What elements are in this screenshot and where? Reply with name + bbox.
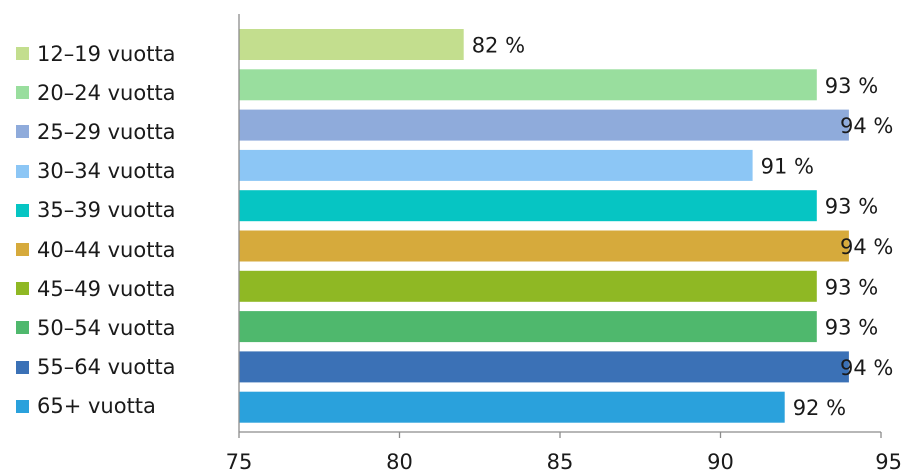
data-label-3: 94 % [840, 114, 893, 138]
bar-3 [239, 109, 849, 141]
bar-6 [239, 230, 849, 262]
bar-5 [239, 190, 817, 222]
legend-item: 40–44 vuotta [16, 230, 176, 269]
bar-7 [239, 270, 817, 302]
data-labels-group: 82 % 93 % 94 % 91 % 93 % 94 % 93 % 93 % 94 % 92 % [472, 34, 894, 421]
bar-2 [239, 69, 817, 101]
x-tick-label-90: 90 [707, 450, 734, 474]
legend-item: 25–29 vuotta [16, 112, 176, 151]
legend-swatch-1 [16, 47, 29, 61]
data-label-10: 92 % [793, 396, 846, 420]
legend-label: 30–34 vuotta [37, 159, 176, 184]
data-label-1: 82 % [472, 34, 525, 58]
legend-label: 12–19 vuotta [37, 41, 176, 66]
legend-item: 45–49 vuotta [16, 269, 176, 308]
legend-item: 65+ vuotta [16, 387, 176, 426]
data-label-7: 93 % [825, 275, 878, 299]
data-label-5: 93 % [825, 195, 878, 219]
data-label-9: 94 % [840, 356, 893, 380]
bar-4 [239, 149, 753, 181]
legend-item: 55–64 vuotta [16, 348, 176, 387]
axes-group: 75 80 85 90 95 [226, 14, 902, 474]
data-label-2: 93 % [825, 74, 878, 98]
legend-item: 20–24 vuotta [16, 73, 176, 112]
legend-item: 12–19 vuotta [16, 34, 176, 73]
legend-item: 30–34 vuotta [16, 152, 176, 191]
bar-1 [239, 29, 464, 60]
bar-8 [239, 311, 817, 343]
legend-swatch-6 [16, 243, 29, 257]
legend-label: 55–64 vuotta [37, 355, 176, 380]
legend-label: 40–44 vuotta [37, 237, 176, 262]
x-tick-label-95: 95 [875, 450, 902, 474]
legend-label: 20–24 vuotta [37, 80, 176, 105]
legend-label: 45–49 vuotta [37, 276, 176, 301]
x-tick-label-75: 75 [226, 450, 253, 474]
legend-label: 65+ vuotta [37, 394, 156, 419]
data-label-6: 94 % [840, 235, 893, 259]
legend-swatch-4 [16, 164, 29, 178]
legend: 12–19 vuotta 20–24 vuotta 25–29 vuotta 3… [16, 34, 176, 426]
bars-group [239, 29, 849, 423]
data-label-8: 93 % [825, 316, 878, 340]
legend-swatch-2 [16, 86, 29, 100]
data-label-4: 91 % [761, 154, 814, 178]
legend-swatch-8 [16, 321, 29, 335]
legend-swatch-9 [16, 360, 29, 374]
legend-label: 50–54 vuotta [37, 315, 176, 340]
legend-swatch-3 [16, 125, 29, 139]
legend-swatch-7 [16, 282, 29, 296]
bar-10 [239, 391, 785, 423]
legend-swatch-5 [16, 203, 29, 217]
legend-item: 50–54 vuotta [16, 308, 176, 347]
legend-swatch-10 [16, 399, 29, 413]
legend-label: 35–39 vuotta [37, 198, 176, 223]
x-tick-label-85: 85 [547, 450, 574, 474]
bar-9 [239, 351, 849, 383]
x-tick-label-80: 80 [386, 450, 413, 474]
legend-item: 35–39 vuotta [16, 191, 176, 230]
legend-label: 25–29 vuotta [37, 119, 176, 144]
